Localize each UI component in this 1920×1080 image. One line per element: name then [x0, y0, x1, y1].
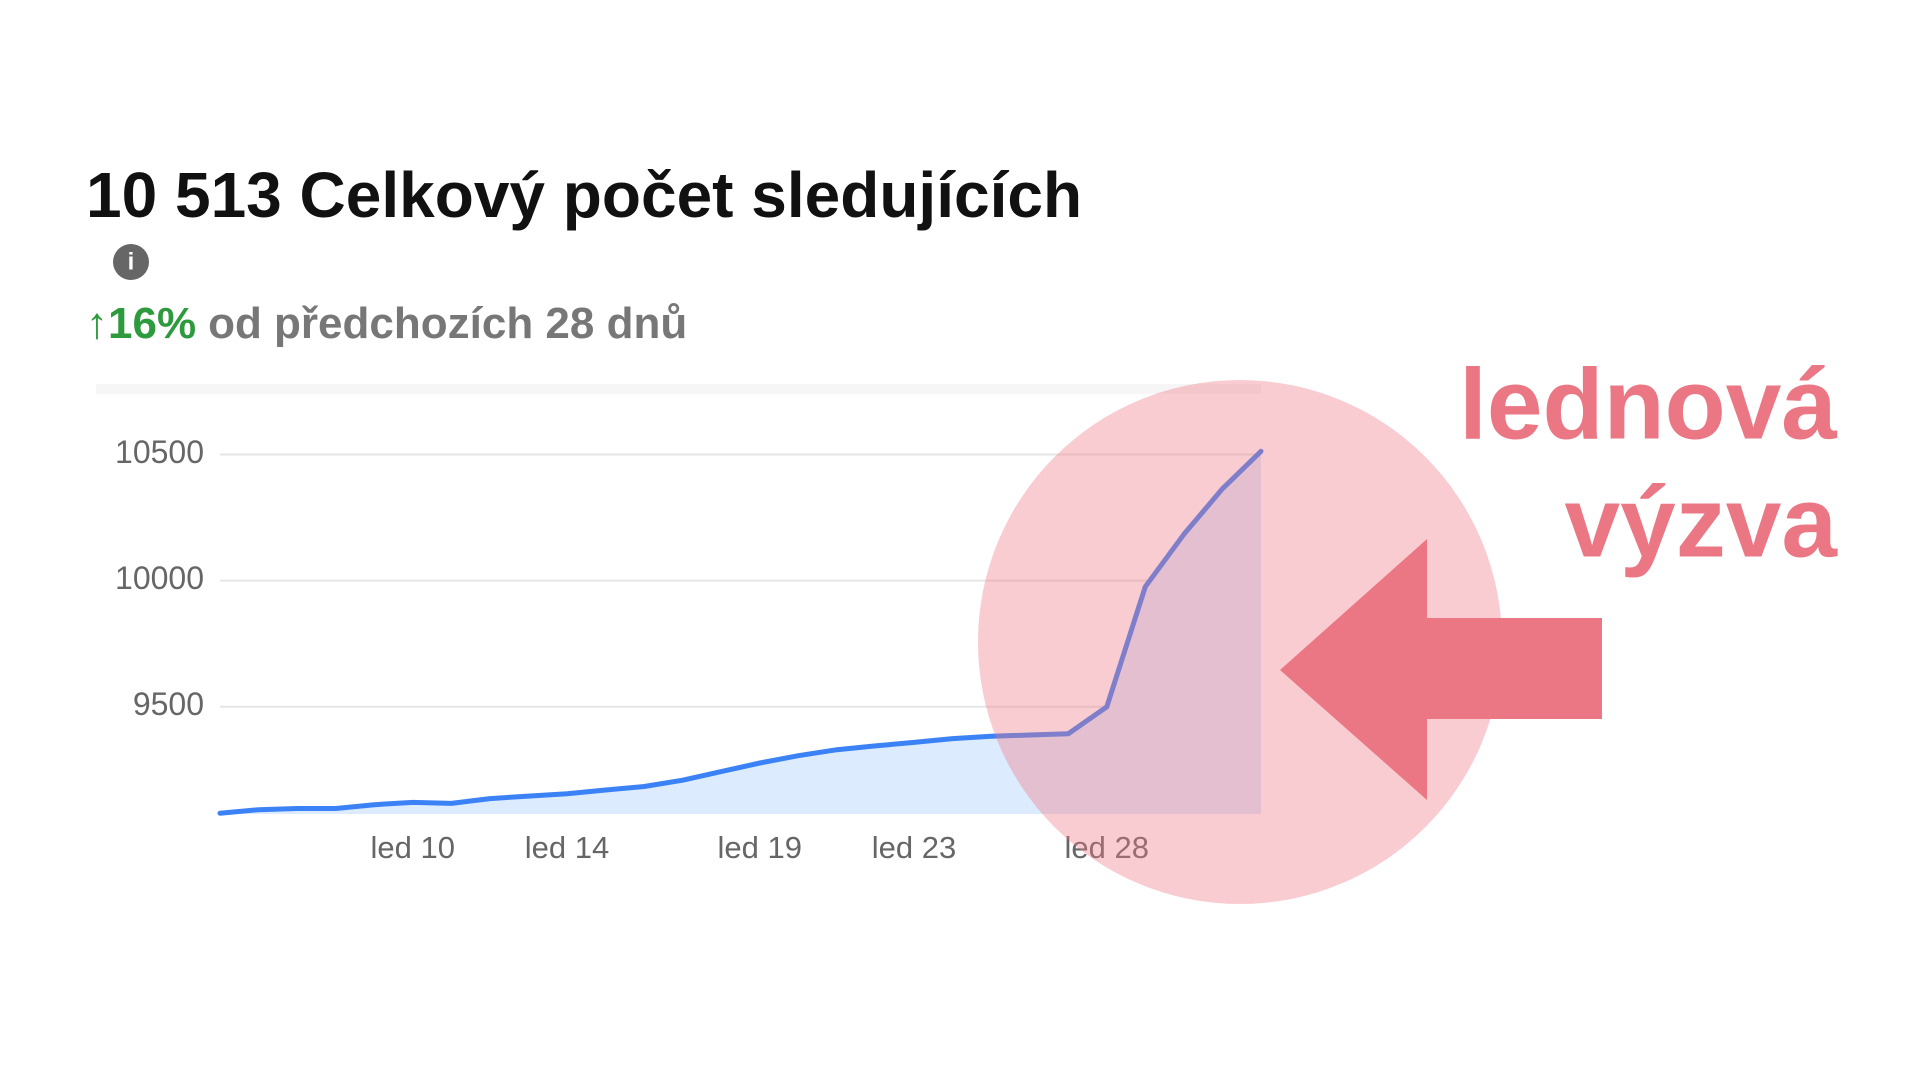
y-tick-label: 10000: [115, 560, 204, 596]
chart-title: 10 513 Celkový počet sledujících: [86, 159, 1082, 231]
subtitle-text: od předchozích 28 dnů: [208, 299, 687, 348]
info-icon-glyph: i: [128, 248, 135, 275]
x-tick-label: led 23: [872, 830, 956, 865]
y-tick-label: 9500: [133, 686, 204, 722]
x-tick-label: led 19: [718, 830, 802, 865]
change: ↑16%: [86, 299, 196, 348]
annotation: výzva: [1565, 466, 1839, 578]
x-tick-label: led 28: [1065, 830, 1149, 865]
annotation: lednová: [1459, 348, 1837, 460]
info-icon[interactable]: [113, 244, 149, 280]
plot: 9500 10000 10500 led 10 led 14 led 19 led 23 le…: [115, 434, 1264, 865]
overlay: lednová výzva: [978, 348, 1838, 904]
plot-top-edge: [96, 384, 1261, 394]
area: [220, 451, 1261, 814]
arrow: [1280, 539, 1602, 800]
highlight-circle: [978, 380, 1502, 904]
y-tick-label: 10500: [115, 434, 204, 470]
x-tick-label: led 10: [371, 830, 455, 865]
line: [217, 448, 1264, 816]
subtitle: ↑16% od předchozích 28 dnů: [86, 299, 687, 348]
x-tick-label: led 14: [525, 830, 609, 865]
